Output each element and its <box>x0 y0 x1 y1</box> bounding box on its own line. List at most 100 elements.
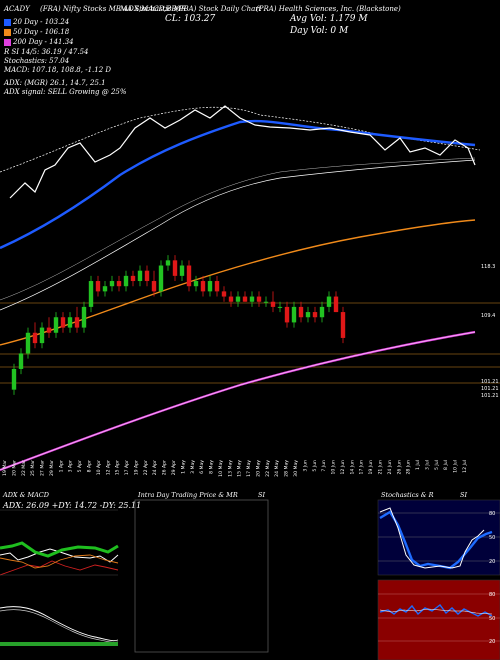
x-axis-labels: 19 Mar 20 Mar 22 Mar 25 Mar 27 Mar 29 Mar 1 Ap… <box>2 460 468 477</box>
candle-body <box>46 327 52 333</box>
legend-ma50: 50 Day - 106.18 <box>4 28 69 36</box>
rsi-tick: 80 <box>489 592 495 598</box>
x-axis-label: 10 May <box>218 460 224 477</box>
x-axis-label: 8 Jul <box>443 460 449 470</box>
legend-ma20: 20 Day - 103.24 <box>4 18 69 26</box>
x-axis-label: 24 Jun <box>387 460 393 475</box>
x-axis-label: 17 Jun <box>359 460 365 475</box>
candle-body <box>249 296 255 302</box>
x-axis-label: 29 Apr <box>171 460 177 475</box>
adx-readout: ADX: (MGR) 26.1, 14.7, 25.1 <box>4 79 106 87</box>
x-axis-label: 26 Jun <box>396 460 402 475</box>
header-company: (PRA) Health Sciences, Inc. (Blackstone) <box>256 5 401 13</box>
candle-body <box>172 260 178 276</box>
x-axis-label: 3 May <box>190 460 196 474</box>
candle-body <box>81 306 87 328</box>
macd-readout: MACD: 107.18, 108.8, -1.12 D <box>4 66 111 74</box>
x-axis-label: 24 Apr <box>152 460 158 475</box>
close-zigzag <box>9 105 476 199</box>
candle-body <box>95 281 101 292</box>
x-axis-label: 25 Mar <box>30 460 36 476</box>
candle-body <box>137 270 143 282</box>
x-axis-label: 17 May <box>246 460 252 477</box>
candle-body <box>193 281 199 287</box>
right-level-label: 101.21 <box>481 393 499 399</box>
x-axis-label: 1 Apr <box>58 460 64 472</box>
stoch-si: SI <box>460 491 468 499</box>
x-axis-label: 26 Apr <box>162 460 168 475</box>
x-axis-label: 5 Apr <box>77 460 83 472</box>
x-axis-label: 14 Jun <box>349 460 355 475</box>
intraday-panel-frame <box>134 499 269 653</box>
x-axis-label: 28 May <box>284 460 290 477</box>
x-axis-label: 28 Jun <box>406 460 412 475</box>
candle-body <box>25 332 31 354</box>
candle-body <box>326 296 332 307</box>
x-axis-label: 12 Jun <box>340 460 346 475</box>
x-axis-label: 12 Jul <box>462 460 468 473</box>
x-axis-label: 21 Jun <box>378 460 384 475</box>
ma20-label: 20 Day - 103.24 <box>13 18 70 26</box>
x-axis-label: 22 Mar <box>21 460 27 476</box>
candle-body <box>144 270 150 282</box>
adx-values: ADX: 26.09 +DY: 14.72 -DY: 25.11 <box>3 501 142 510</box>
header-title-left: (FRA) Nifty Stocks MB ADX,MACD,BB <box>40 5 177 13</box>
x-axis-label: 5 Jun <box>312 460 318 472</box>
x-axis-label: 10 Jul <box>453 460 459 473</box>
macd-line <box>0 606 119 642</box>
x-axis-label: 12 Apr <box>105 460 111 475</box>
right-level-label: 101.21 <box>481 386 499 392</box>
x-axis-label: 24 May <box>274 460 280 477</box>
x-axis-label: 3 Jun <box>302 460 308 472</box>
stoch-panel-title: Stochastics & R <box>381 491 434 499</box>
bollinger-lower-2 <box>0 157 476 301</box>
candle-body <box>109 281 115 287</box>
x-axis-label: 10 Apr <box>96 460 102 475</box>
adx-signal: ADX signal: SELL Growing @ 25% <box>4 88 127 96</box>
x-axis-label: 27 Mar <box>40 460 46 476</box>
candle-body <box>88 281 94 307</box>
candle-body <box>116 281 122 287</box>
ma50-label: 50 Day - 106.18 <box>13 28 70 36</box>
candle-body <box>200 281 206 292</box>
x-axis-label: 6 May <box>199 460 205 474</box>
x-axis-label: 22 Apr <box>143 460 149 475</box>
legend-ma200: 200 Day - 141.34 <box>4 38 74 46</box>
macd-histogram <box>0 642 118 646</box>
stochastics-panel: 80 50 20 <box>377 499 500 576</box>
candle-body <box>207 281 213 292</box>
candle-body <box>165 260 171 266</box>
candle-body <box>67 317 73 328</box>
stoch-tick: 20 <box>489 559 495 565</box>
candle-body <box>291 306 297 323</box>
x-axis-label: 1 Jul <box>415 460 421 470</box>
bollinger-upper <box>0 106 481 173</box>
candle-body <box>214 281 220 292</box>
ma200-label: 200 Day - 141.34 <box>13 38 74 46</box>
x-axis-label: 10 Jun <box>331 460 337 475</box>
x-axis-label: 1 May <box>180 460 186 474</box>
candle-body <box>256 296 262 302</box>
x-axis-label: 7 Jun <box>321 460 327 472</box>
candle-body <box>74 317 80 328</box>
rsi-tick: 50 <box>489 616 495 622</box>
stoch-tick: 80 <box>489 511 495 517</box>
candle-body <box>305 312 311 318</box>
adx-macd-panel <box>0 499 119 660</box>
candle-body <box>277 306 283 308</box>
adx-panel-title: ADX & MACD <box>3 491 49 499</box>
candle-body <box>32 332 38 344</box>
close-price: CL: 103.27 <box>165 14 216 24</box>
right-level-label: 109.4 <box>481 313 495 319</box>
candlestick-series <box>11 255 346 395</box>
x-axis-label: 8 May <box>209 460 215 474</box>
header-title-right: (PBA) Stock Daily Chart <box>176 5 262 13</box>
right-level-label: 118.3 <box>481 264 495 270</box>
x-axis-label: 30 May <box>293 460 299 477</box>
adx-orange-line <box>0 554 119 569</box>
candle-body <box>221 291 227 297</box>
rsi-tick: 20 <box>489 639 495 645</box>
candle-body <box>39 327 45 344</box>
x-axis-label: 19 Mar <box>2 460 8 476</box>
x-axis-label: 20 May <box>255 460 261 477</box>
